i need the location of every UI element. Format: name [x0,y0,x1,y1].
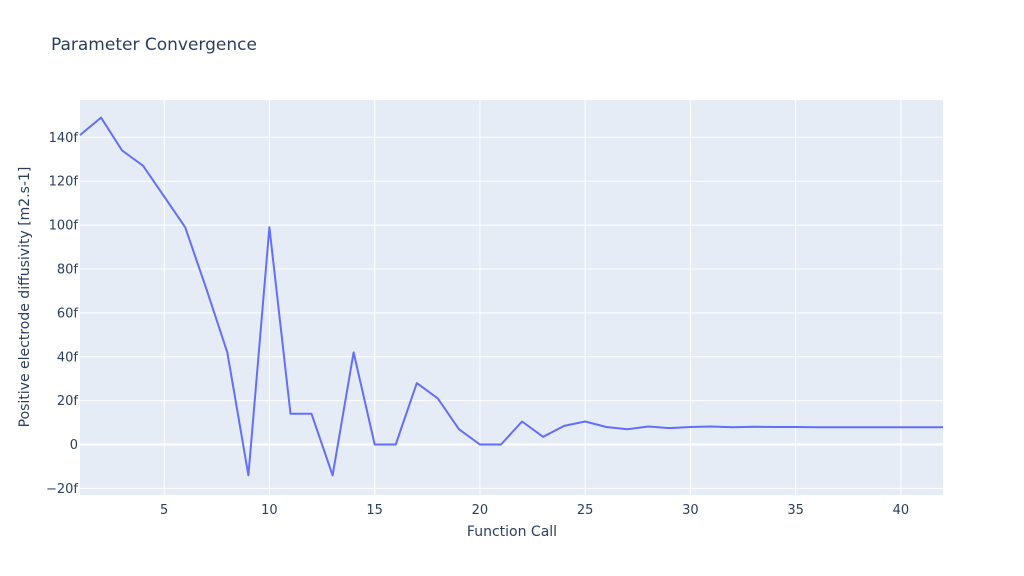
x-tick-label: 30 [682,503,699,518]
y-tick-label: 60f [57,306,79,321]
y-tick-label: 20f [57,394,79,409]
x-tick-label: 20 [472,503,489,518]
x-tick-label: 15 [366,503,383,518]
y-axis: −20f 0 20f 40f 60f 80f 100f 120f 140f [46,131,78,497]
y-tick-label: −20f [46,482,78,497]
plot-area [80,100,943,495]
x-axis-title: Function Call [467,524,557,540]
series-layer [79,116,943,477]
series-line [79,116,943,477]
x-tick-label: 5 [160,503,168,518]
x-tick-label: 10 [261,503,278,518]
y-tick-label: 40f [57,350,79,365]
y-tick-label: 140f [49,131,79,146]
y-tick-label: 120f [49,175,79,190]
x-axis: 5 10 15 20 25 30 35 40 [160,503,909,518]
grid [80,100,943,495]
y-axis-title: Positive electrode diffusivity [m2.s-1] [17,167,33,428]
chart-title: Parameter Convergence [51,35,257,55]
y-tick-label: 100f [49,219,79,234]
y-tick-label: 0 [70,438,78,453]
y-tick-label: 80f [57,262,79,277]
x-tick-label: 25 [577,503,594,518]
x-tick-label: 40 [893,503,910,518]
x-tick-label: 35 [787,503,804,518]
